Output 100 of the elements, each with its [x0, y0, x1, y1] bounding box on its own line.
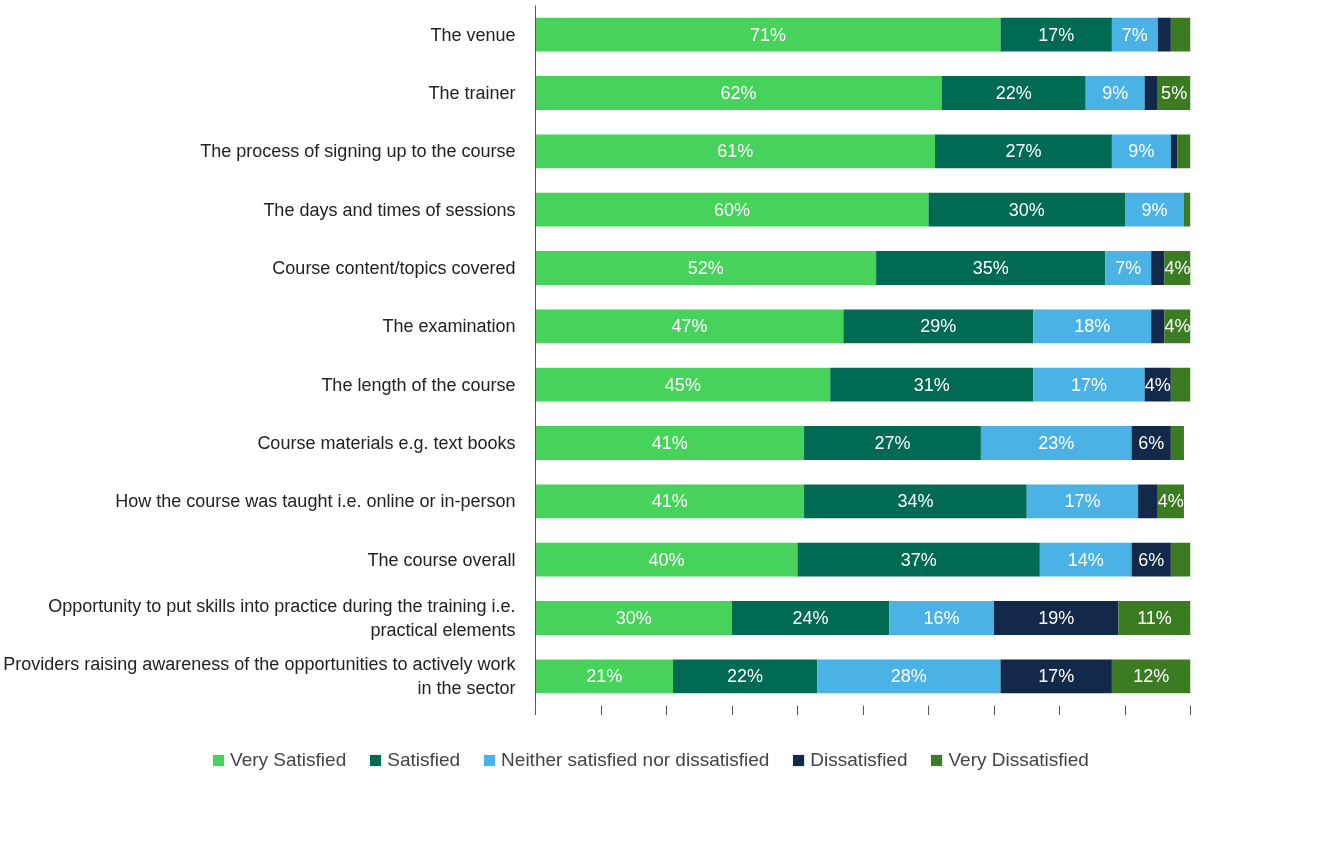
- bar: [535, 76, 942, 110]
- bar: [535, 134, 936, 169]
- data-label: 37%: [900, 549, 937, 570]
- data-label: 6%: [1138, 549, 1165, 570]
- bar: [876, 251, 1106, 285]
- data-label: 18%: [1074, 316, 1111, 337]
- bar: [1039, 542, 1132, 577]
- bar: [980, 426, 1132, 460]
- bar: [1000, 659, 1112, 694]
- bar: [1138, 484, 1158, 519]
- data-label: 60%: [713, 199, 751, 220]
- data-label: 29%: [920, 316, 957, 337]
- bar: [535, 542, 798, 577]
- bar: [1170, 134, 1178, 169]
- bar: [994, 601, 1119, 635]
- legend-label: Very Dissatisfied: [948, 749, 1089, 771]
- data-label: 9%: [1128, 141, 1155, 162]
- data-label: 19%: [1038, 608, 1075, 628]
- bar: [535, 17, 1001, 52]
- bar: [1177, 134, 1191, 169]
- bar: [535, 309, 844, 344]
- bar: [535, 484, 805, 519]
- bar: [732, 601, 890, 635]
- data-label: 23%: [1038, 433, 1075, 453]
- y-tick-label: The process of signing up to the course: [200, 141, 516, 162]
- data-label: 14%: [1067, 549, 1104, 570]
- y-tick-label: The course overall: [367, 549, 516, 570]
- data-label: 12%: [1133, 666, 1170, 687]
- data-label: 4%: [1164, 316, 1191, 337]
- data-label: 17%: [1038, 666, 1075, 687]
- bar: [941, 76, 1086, 110]
- bar: [1183, 192, 1191, 227]
- data-label: 28%: [890, 666, 927, 687]
- data-label: 61%: [717, 141, 754, 162]
- y-tick-label: Course materials e.g. text books: [257, 433, 516, 453]
- y-tick-label: Opportunity to put skills into practice during the training i.e. practical elements: [48, 596, 516, 640]
- bar: [1000, 17, 1112, 52]
- bar: [1105, 251, 1152, 285]
- data-label: 52%: [687, 258, 724, 278]
- data-label: 6%: [1138, 433, 1165, 453]
- bar: [1170, 542, 1191, 577]
- y-tick-label: The examination: [382, 316, 516, 337]
- bar: [1151, 251, 1165, 285]
- bar: [928, 192, 1125, 227]
- data-label: 21%: [586, 666, 623, 687]
- data-label: 47%: [671, 316, 708, 337]
- bar: [935, 134, 1112, 169]
- bar: [889, 601, 994, 635]
- y-tick-label: The venue: [430, 24, 516, 45]
- bar: [1157, 17, 1171, 52]
- legend-label: Neither satisfied nor dissatisfied: [501, 749, 770, 771]
- bar: [1118, 601, 1191, 635]
- data-label: 27%: [1005, 141, 1042, 162]
- bar: [843, 309, 1034, 344]
- legend-label: Dissatisfied: [810, 749, 908, 771]
- bar: [535, 426, 805, 460]
- bar: [673, 659, 818, 694]
- bar: [1125, 192, 1184, 227]
- bar: [817, 659, 1001, 694]
- bar: [1111, 17, 1158, 52]
- y-tick-label: The trainer: [428, 83, 516, 103]
- bar: [804, 426, 981, 460]
- data-label: 35%: [972, 258, 1009, 278]
- bar: [1033, 367, 1145, 402]
- data-label: 16%: [923, 608, 960, 628]
- bar: [1085, 76, 1145, 110]
- bar: [1170, 367, 1191, 402]
- bar: [1170, 17, 1191, 52]
- bar: [830, 367, 1034, 402]
- y-tick-label: The length of the course: [321, 374, 516, 395]
- y-tick-label: The days and times of sessions: [263, 199, 516, 220]
- bar: [1033, 309, 1152, 344]
- data-label: 9%: [1141, 199, 1168, 220]
- bar: [1111, 134, 1171, 169]
- data-label: 7%: [1121, 24, 1148, 45]
- data-label: 34%: [897, 491, 934, 512]
- data-label: 4%: [1144, 374, 1171, 395]
- bar: [797, 542, 1040, 577]
- bar: [804, 484, 1027, 519]
- data-label: 5%: [1161, 83, 1188, 103]
- data-label: 41%: [651, 491, 688, 512]
- bar: [535, 601, 732, 635]
- bar: [1151, 309, 1165, 344]
- data-label: 27%: [874, 433, 911, 453]
- data-label: 9%: [1102, 83, 1129, 103]
- data-label: 22%: [727, 666, 764, 687]
- data-label: 7%: [1115, 258, 1142, 278]
- y-tick-label: Course content/topics covered: [272, 258, 516, 278]
- data-label: 24%: [792, 608, 829, 628]
- bar: [535, 659, 674, 694]
- data-label: 45%: [664, 374, 701, 395]
- data-label: 4%: [1164, 258, 1191, 278]
- data-label: 4%: [1157, 491, 1184, 512]
- data-label: 22%: [995, 83, 1032, 103]
- data-label: 17%: [1064, 491, 1101, 512]
- bar: [1111, 659, 1191, 694]
- data-label: 41%: [651, 433, 688, 453]
- bar: [1170, 426, 1184, 460]
- data-label: 30%: [615, 608, 652, 628]
- legend-label: Satisfied: [387, 749, 461, 771]
